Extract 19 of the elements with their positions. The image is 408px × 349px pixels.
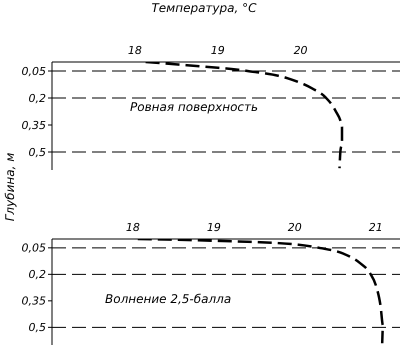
x-tick-label: 20 [288,221,302,234]
y-tick-label: 0,2 [28,92,46,105]
y-tick-label: 0,5 [28,146,46,159]
x-tick-label: 18 [128,44,142,57]
annotation: Волнение 2,5-балла [105,292,232,306]
y-tick-label: 0,05 [22,242,46,255]
x-axis-title: Температура, °C [150,1,258,15]
y-tick-label: 0,2 [28,268,46,282]
x-tick-label: 19 [210,44,225,57]
y-tick-label: 0,5 [28,321,46,334]
y-axis-title: Глубина, м [3,152,17,224]
x-tick-label: 19 [206,221,221,234]
y-tick-label: 0,05 [22,64,46,78]
x-tick-label: 18 [126,221,140,234]
y-tick-label: 0,35 [22,294,46,308]
x-tick-label: 20 [294,44,308,57]
x-tick-label: 21 [368,221,383,234]
y-tick-label: 0,35 [22,118,46,132]
annotation: Ровная поверхность [130,100,258,114]
